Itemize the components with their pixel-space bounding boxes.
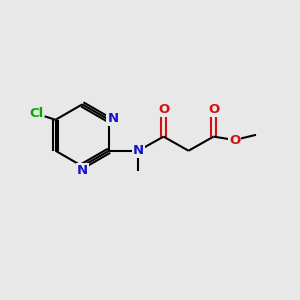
Text: O: O bbox=[158, 103, 169, 116]
Text: O: O bbox=[229, 134, 240, 147]
Text: N: N bbox=[77, 164, 88, 177]
Text: N: N bbox=[133, 144, 144, 157]
Text: O: O bbox=[208, 103, 219, 116]
Text: N: N bbox=[107, 112, 118, 125]
Text: Cl: Cl bbox=[29, 107, 44, 120]
